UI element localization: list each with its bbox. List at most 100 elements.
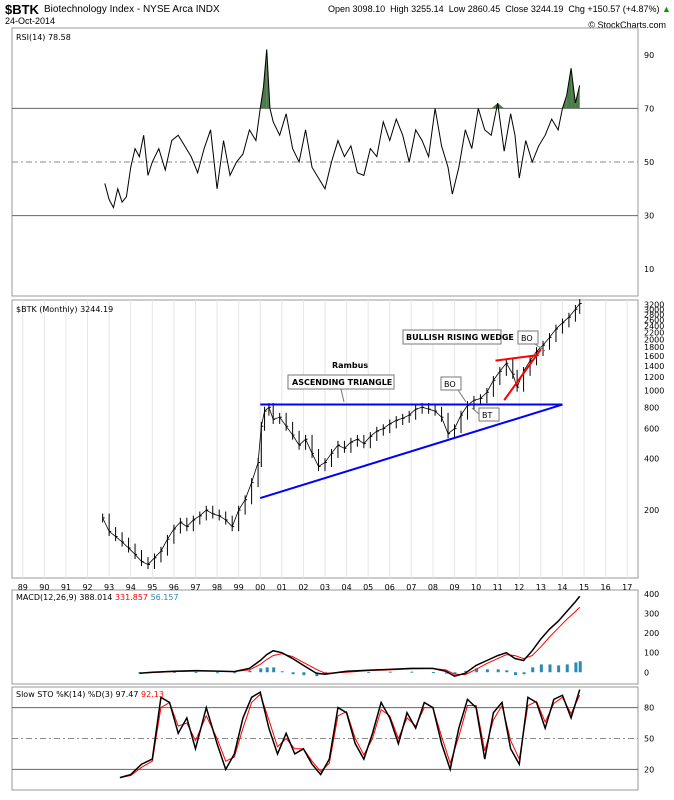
macd-y-tick-label: 300 xyxy=(644,610,659,619)
macd-y-tick-label: 0 xyxy=(644,668,649,677)
macd-y-tick-label: 400 xyxy=(644,590,659,599)
macd-histogram-bar xyxy=(548,664,552,673)
price-y-tick-label: 600 xyxy=(644,425,659,434)
macd-histogram-bar xyxy=(172,671,176,673)
bo1-label: BO xyxy=(444,380,456,389)
macd-histogram-bar xyxy=(475,668,479,673)
x-tick-label: 11 xyxy=(493,583,503,592)
x-tick-label: 08 xyxy=(428,583,438,592)
macd-histogram-bar xyxy=(431,672,435,674)
chg-value: +150.57 (+4.87%) xyxy=(587,4,660,14)
macd-histogram-bar xyxy=(444,672,448,674)
x-tick-label: 95 xyxy=(147,583,157,592)
price-line xyxy=(102,303,581,565)
high-label: High xyxy=(390,4,409,14)
bt-box xyxy=(478,407,500,422)
price-y-tick-label: 1400 xyxy=(644,362,664,371)
macd-histogram-bar xyxy=(280,671,284,673)
macd-histogram-bar xyxy=(367,671,371,673)
x-tick-label: 89 xyxy=(18,583,28,592)
x-tick-label: 10 xyxy=(471,583,481,592)
x-tick-label: 16 xyxy=(601,583,611,592)
macd-histogram-bar xyxy=(578,661,582,673)
macd-panel-frame xyxy=(11,589,639,685)
index-name: Biotechnology Index - NYSE Arca INDX xyxy=(44,4,220,15)
ohlc-readout: Open 3098.10 High 3255.14 Low 2860.45 Cl… xyxy=(328,4,671,14)
x-tick-label: 92 xyxy=(82,583,92,592)
low-label: Low xyxy=(448,4,466,14)
sto-y-tick-label: 50 xyxy=(644,735,654,744)
price-y-tick-label: 800 xyxy=(644,403,659,412)
rsi-y-tick-label: 30 xyxy=(644,212,654,221)
rsi-overbought-fill xyxy=(491,103,498,109)
close-label: Close xyxy=(505,4,529,14)
rsi-overbought-fill xyxy=(566,68,572,109)
rsi-y-tick-label: 50 xyxy=(644,158,654,167)
macd-histogram-bar xyxy=(531,667,535,673)
x-tick-label: 09 xyxy=(449,583,459,592)
x-tick-label: 15 xyxy=(579,583,589,592)
rsi-line xyxy=(104,49,581,209)
rsi-y-tick-label: 90 xyxy=(644,51,654,60)
sto-y-tick-label: 80 xyxy=(644,704,654,713)
sto-k-line xyxy=(119,689,581,779)
macd-histogram-bar xyxy=(513,672,517,676)
chg-label: Chg xyxy=(568,4,585,14)
macd-histogram-bar xyxy=(565,664,569,673)
rsi-legend: RSI(14) 78.58 xyxy=(16,33,71,42)
macd-histogram-bar xyxy=(265,667,269,673)
x-tick-label: 94 xyxy=(126,583,136,592)
low-value: 2860.45 xyxy=(467,4,501,14)
price-y-tick-label: 2600 xyxy=(644,316,664,325)
macd-histogram-bar xyxy=(302,672,306,676)
sto-k-value: 97.47 xyxy=(116,690,141,699)
x-tick-label: 97 xyxy=(190,583,200,592)
macd-histogram-bar xyxy=(410,671,414,673)
x-tick-label: 96 xyxy=(169,583,179,592)
x-tick-label: 05 xyxy=(363,583,373,592)
sto-legend: Slow STO %K(14) %D(3) 97.47 92.13 xyxy=(16,690,164,699)
close-value: 3244.19 xyxy=(530,4,564,14)
macd-histogram-bar xyxy=(539,664,543,673)
macd-histogram-bar xyxy=(291,672,295,675)
x-tick-label: 00 xyxy=(255,583,265,592)
rsi-y-tick-label: 70 xyxy=(644,104,654,113)
wedge-lower-trendline xyxy=(503,348,542,401)
x-tick-label: 14 xyxy=(557,583,567,592)
x-tick-label: 07 xyxy=(406,583,416,592)
bt-pointer xyxy=(471,407,480,415)
price-y-tick-label: 200 xyxy=(644,506,659,515)
chart-date: 24-Oct-2014 xyxy=(5,16,56,26)
bt-label: BT xyxy=(482,411,492,420)
macd-histogram-bar xyxy=(464,670,468,673)
macd-legend: MACD(12,26,9) 388.014 331.857 56.157 xyxy=(16,593,179,602)
x-tick-label: 04 xyxy=(341,583,351,592)
price-y-tick-label: 2400 xyxy=(644,322,664,331)
stockcharts-credit: © StockCharts.com xyxy=(588,20,666,30)
bo1-box xyxy=(440,376,462,391)
x-tick-label: 93 xyxy=(104,583,114,592)
rsi-y-tick-label: 10 xyxy=(644,265,654,274)
ticker-symbol: $BTK xyxy=(5,2,39,17)
price-y-tick-label: 2800 xyxy=(644,310,664,319)
macd-histogram-bar xyxy=(233,672,237,674)
price-y-tick-label: 400 xyxy=(644,455,659,464)
rsi-overbought-fill xyxy=(497,103,505,109)
ascending-triangle-pointer xyxy=(340,388,345,403)
wedge-box xyxy=(402,329,502,345)
macd-y-tick-label: 200 xyxy=(644,629,659,638)
price-y-tick-label: 1000 xyxy=(644,387,664,396)
wedge-upper-trendline xyxy=(495,353,539,362)
support-trendline xyxy=(259,403,563,500)
macd-hist-value: 56.157 xyxy=(151,593,179,602)
sto-y-tick-label: 20 xyxy=(644,765,654,774)
price-legend: $BTK (Monthly) 3244.19 xyxy=(16,305,113,314)
open-value: 3098.10 xyxy=(352,4,386,14)
price-y-tick-label: 1800 xyxy=(644,343,664,352)
ascending-triangle-label: ASCENDING TRIANGLE xyxy=(292,378,392,387)
macd-line xyxy=(139,595,581,677)
x-tick-label: 12 xyxy=(514,583,524,592)
open-label: Open xyxy=(328,4,351,14)
x-tick-label: 01 xyxy=(277,583,287,592)
macd-histogram-bar xyxy=(505,670,509,673)
